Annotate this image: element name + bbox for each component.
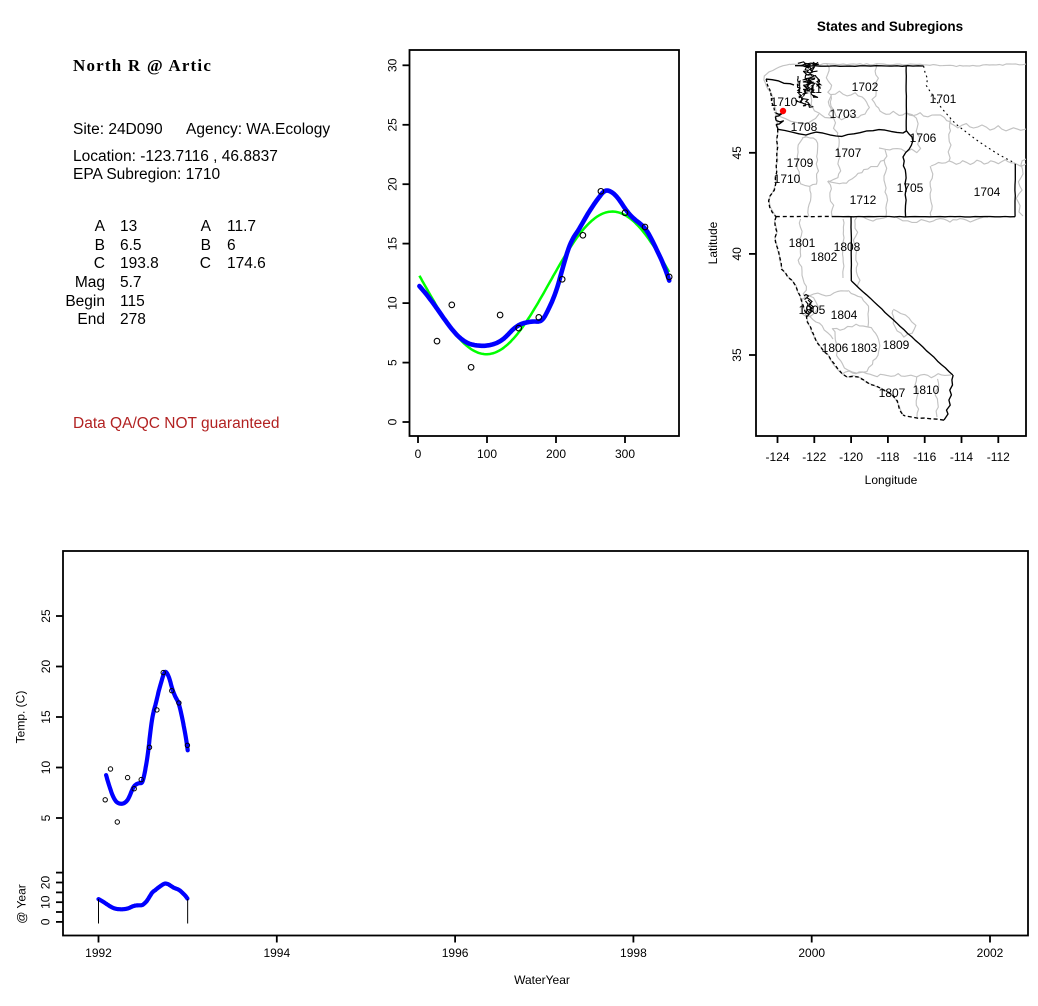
svg-text:6.5: 6.5 (120, 237, 142, 254)
svg-text:25: 25 (385, 118, 399, 132)
svg-text:40: 40 (730, 247, 744, 261)
svg-text:1701: 1701 (930, 92, 957, 106)
svg-text:End: End (77, 311, 105, 328)
svg-text:Location: -123.7116 , 46.8837: Location: -123.7116 , 46.8837 (73, 148, 278, 165)
svg-text:193.8: 193.8 (120, 255, 159, 272)
svg-text:1707: 1707 (835, 146, 862, 160)
svg-text:1704: 1704 (974, 185, 1001, 199)
svg-text:2000: 2000 (798, 946, 825, 960)
svg-text:13: 13 (120, 218, 137, 235)
svg-text:1803: 1803 (851, 341, 878, 355)
svg-text:300: 300 (615, 447, 635, 461)
svg-text:25: 25 (39, 609, 53, 623)
svg-text:1708: 1708 (791, 120, 818, 134)
svg-text:1804: 1804 (831, 308, 858, 322)
svg-text:2002: 2002 (977, 946, 1004, 960)
svg-text:0: 0 (385, 418, 399, 425)
svg-text:Begin: Begin (65, 293, 105, 310)
svg-text:EPA Subregion: 1710: EPA Subregion: 1710 (73, 166, 220, 183)
svg-text:0: 0 (415, 447, 422, 461)
svg-text:-120: -120 (839, 450, 863, 464)
svg-text:States and Subregions: States and Subregions (817, 19, 963, 34)
svg-text:5: 5 (39, 814, 53, 821)
svg-text:15: 15 (385, 237, 399, 251)
svg-text:A: A (95, 218, 106, 235)
svg-text:30: 30 (385, 58, 399, 72)
svg-text:20: 20 (39, 660, 53, 674)
svg-text:174.6: 174.6 (227, 255, 266, 272)
svg-text:-116: -116 (913, 450, 936, 464)
svg-text:Mag: Mag (75, 274, 105, 291)
svg-text:1808: 1808 (834, 240, 861, 254)
svg-text:1709: 1709 (787, 156, 814, 170)
svg-text:35: 35 (730, 348, 744, 362)
svg-text:Longitude: Longitude (865, 473, 918, 487)
svg-text:1710: 1710 (774, 172, 801, 186)
svg-text:1996: 1996 (442, 946, 469, 960)
svg-text:10: 10 (39, 761, 53, 775)
svg-text:-118: -118 (876, 450, 899, 464)
svg-text:1806: 1806 (822, 341, 849, 355)
svg-text:1809: 1809 (883, 338, 910, 352)
svg-text:1810: 1810 (913, 383, 940, 397)
svg-text:1994: 1994 (263, 946, 290, 960)
svg-text:-122: -122 (802, 450, 826, 464)
svg-text:115: 115 (120, 293, 145, 310)
svg-text:-112: -112 (987, 450, 1010, 464)
svg-text:1710: 1710 (771, 95, 798, 109)
svg-text:Temp. (C): Temp. (C) (14, 691, 28, 744)
svg-text:@ Year: @ Year (15, 884, 29, 924)
svg-text:5: 5 (385, 359, 399, 366)
svg-text:100: 100 (477, 447, 497, 461)
svg-text:1711: 1711 (796, 82, 822, 96)
svg-text:1992: 1992 (85, 946, 112, 960)
svg-text:-114: -114 (950, 450, 973, 464)
svg-text:1805: 1805 (799, 303, 826, 317)
svg-text:10: 10 (385, 296, 399, 310)
svg-text:20: 20 (39, 876, 53, 890)
svg-text:1703: 1703 (830, 107, 857, 121)
svg-text:A: A (201, 218, 212, 235)
svg-text:1802: 1802 (811, 250, 838, 264)
svg-text:1807: 1807 (879, 386, 906, 400)
svg-text:1998: 1998 (620, 946, 647, 960)
svg-text:Latitude: Latitude (706, 221, 720, 264)
svg-text:278: 278 (120, 311, 146, 328)
svg-text:C: C (94, 255, 105, 272)
svg-text:-124: -124 (765, 450, 789, 464)
svg-text:North R @ Artic: North R @ Artic (73, 56, 212, 75)
svg-text:1706: 1706 (910, 131, 937, 145)
svg-text:B: B (95, 237, 105, 254)
svg-text:Agency: WA.Ecology: Agency: WA.Ecology (186, 121, 330, 138)
svg-text:11.7: 11.7 (227, 218, 256, 235)
svg-text:0: 0 (39, 918, 53, 925)
svg-text:20: 20 (385, 177, 399, 191)
svg-text:1801: 1801 (789, 236, 816, 250)
svg-text:200: 200 (546, 447, 566, 461)
svg-text:WaterYear: WaterYear (514, 973, 570, 987)
svg-text:15: 15 (39, 710, 53, 724)
svg-text:Site: 24D090: Site: 24D090 (73, 121, 163, 138)
svg-text:1705: 1705 (897, 181, 924, 195)
svg-text:Data QA/QC NOT guaranteed: Data QA/QC NOT guaranteed (73, 415, 279, 432)
svg-text:45: 45 (730, 146, 744, 160)
svg-text:B: B (201, 237, 211, 254)
svg-text:1712: 1712 (850, 193, 877, 207)
svg-text:6: 6 (227, 237, 236, 254)
svg-text:10: 10 (39, 895, 53, 909)
svg-text:1702: 1702 (852, 80, 879, 94)
svg-text:5.7: 5.7 (120, 274, 142, 291)
svg-text:C: C (200, 255, 211, 272)
